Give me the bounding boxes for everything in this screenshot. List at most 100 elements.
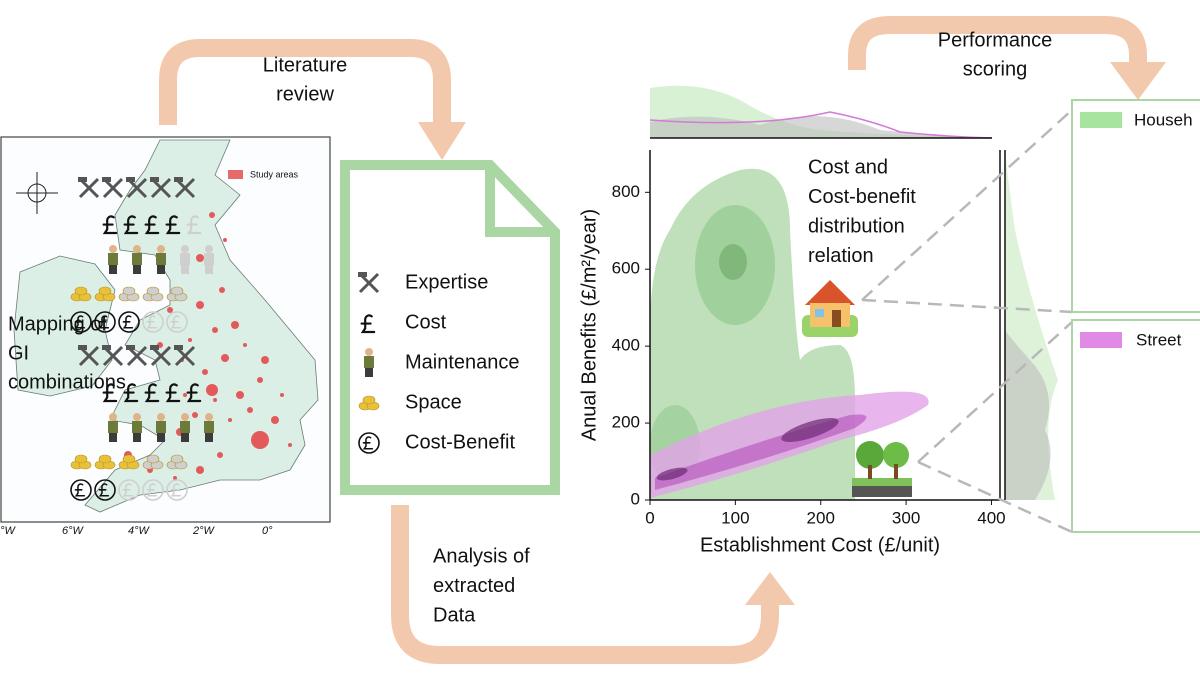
person-body [180, 253, 190, 265]
person-legs [133, 433, 141, 442]
household-density [719, 244, 747, 280]
expertise-icon [126, 345, 148, 367]
y-axis-label: Anual Benefits (£/m²/year) [578, 209, 600, 441]
street-density [781, 418, 839, 442]
person-head [109, 245, 117, 253]
maintenance-icon [108, 245, 118, 274]
cost-icon [186, 383, 202, 403]
maintenance-icon [156, 245, 166, 274]
cost-icon [165, 215, 181, 235]
criterion-label: Cost [405, 311, 447, 333]
marginal-top [649, 111, 993, 139]
coin [362, 395, 376, 405]
pound-icon [122, 483, 134, 497]
pound-icon [74, 315, 86, 329]
map-title: combinations [8, 371, 126, 393]
tool [174, 345, 196, 367]
coin [74, 286, 88, 296]
pound-icon [123, 383, 139, 403]
person-head [205, 245, 213, 253]
pound-icon [98, 483, 110, 497]
tool-head [126, 345, 135, 350]
arrow-heads [418, 62, 1166, 605]
study-area [213, 398, 217, 402]
criterion-label: Space [405, 391, 462, 413]
longitude-label: 8°W [0, 525, 17, 537]
person-body [204, 421, 214, 433]
pound-icon [146, 483, 158, 497]
study-area [217, 452, 223, 458]
person-legs [157, 433, 165, 442]
document-outline [340, 160, 560, 495]
expertise-icon [78, 177, 100, 199]
tool-head [126, 177, 135, 182]
person-head [157, 413, 165, 421]
x-tick-label: 200 [807, 508, 835, 527]
y-tick-label: 600 [612, 259, 640, 278]
expertise-icon [358, 272, 380, 294]
tool-head [102, 345, 111, 350]
tool-head [150, 345, 159, 350]
criterion-label: Maintenance [405, 351, 520, 373]
study-area [261, 356, 269, 364]
space-icon [118, 286, 140, 302]
space-icon [118, 454, 140, 470]
person-body [364, 356, 374, 368]
person-legs [181, 265, 189, 274]
person-head [133, 245, 141, 253]
tool [150, 345, 172, 367]
marginal-top [650, 116, 992, 138]
step-label: Performance [938, 29, 1053, 51]
expertise-icon [78, 345, 100, 367]
arrow-head [745, 572, 795, 605]
pound-icon [165, 383, 181, 403]
cost-icon [123, 215, 139, 235]
tool [174, 177, 196, 199]
circle [142, 479, 164, 501]
score-panel: Househ [70, 99, 1200, 333]
pound-icon [102, 215, 118, 235]
x-axis-label: Establishment Cost (£/unit) [700, 534, 940, 556]
circle [358, 432, 380, 454]
expertise-icon [174, 177, 196, 199]
cost-icon [165, 383, 181, 403]
pound-icon [98, 315, 110, 329]
pound-icon [102, 383, 118, 403]
study-area [231, 321, 239, 329]
study-area [219, 287, 225, 293]
expertise-icon [126, 177, 148, 199]
expertise-icon [174, 345, 196, 367]
person-head [157, 245, 165, 253]
space-icon [70, 454, 92, 470]
pound-icon [170, 315, 182, 329]
study-area [247, 407, 253, 413]
space-icon [166, 454, 188, 470]
circle [118, 311, 140, 333]
person-body [132, 253, 142, 265]
document: Expertise Cost Maintenance Space Cost-Benefi… [340, 160, 560, 495]
space-icon [142, 286, 164, 302]
person-body [108, 253, 118, 265]
tool-head [358, 272, 367, 277]
tool [102, 345, 124, 367]
person-head [109, 413, 117, 421]
cost-icon [102, 383, 118, 403]
coin [170, 286, 184, 296]
space-icon [94, 454, 116, 470]
expertise-icon [102, 177, 124, 199]
expertise-icon [102, 345, 124, 367]
study-area [188, 338, 192, 342]
panel-frame [1071, 99, 1200, 313]
legend-label: Househ [1134, 110, 1193, 129]
pound-icon [165, 215, 181, 235]
space-icon [358, 395, 380, 411]
maintenance-icon [180, 413, 190, 442]
street-density [656, 467, 688, 481]
cost-icon [123, 383, 139, 403]
map-title: Mapping of [8, 313, 107, 335]
study-area [196, 301, 204, 309]
person-legs [109, 433, 117, 442]
criterion-label: Expertise [405, 271, 488, 293]
space-icon [70, 286, 92, 302]
circle [94, 311, 116, 333]
